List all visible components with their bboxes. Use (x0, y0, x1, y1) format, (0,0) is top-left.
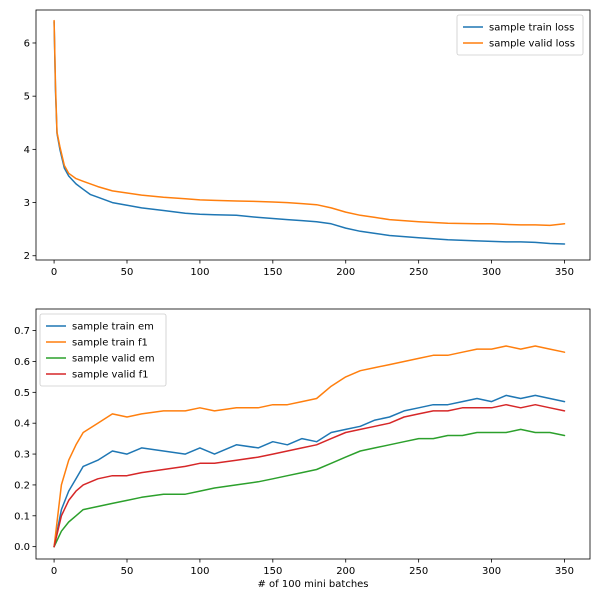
x-tick-label: 50 (121, 267, 134, 278)
y-tick-label: 0.5 (14, 388, 30, 399)
bottom-axes: 0 50 100 150 200 250 300 350 0.0 0.1 0.2 0.3 0.4 0.5 0… (14, 308, 591, 590)
legend-label-sample-valid-loss: sample valid loss (489, 39, 575, 50)
y-tick-label: 5 (24, 92, 30, 103)
x-tick-label: 350 (555, 566, 574, 577)
y-tick-label: 0.4 (14, 419, 30, 430)
series-line-sample-valid-em (53, 428, 566, 548)
y-tick-label: 0.7 (14, 326, 30, 337)
y-tick-label: 0.3 (14, 450, 30, 461)
series-line-sample-train-loss (53, 20, 566, 245)
x-tick-label: 150 (263, 566, 282, 577)
axes-frame (35, 308, 591, 560)
x-tick-label: 0 (51, 267, 57, 278)
x-tick-label: 150 (263, 267, 282, 278)
legend-label-sample-train-em: sample train em (72, 322, 154, 333)
x-tick-label: 50 (121, 566, 134, 577)
x-tick-label: 200 (336, 267, 355, 278)
series-line-sample-train-f1 (53, 345, 566, 548)
legend: sample train em sample train f1 sample val… (39, 313, 167, 387)
series-line-sample-train-em (53, 394, 566, 548)
x-tick-label: 300 (482, 566, 501, 577)
y-tick-label: 3 (24, 198, 30, 209)
top-axes: 0 50 100 150 200 250 300 350 2 3 4 5 6 sample train l… (24, 9, 591, 278)
x-tick-label: 250 (409, 566, 428, 577)
y-tick-label: 0.1 (14, 511, 30, 522)
x-tick-label: 300 (482, 267, 501, 278)
series-line-sample-valid-loss (53, 19, 566, 227)
legend-box (456, 14, 584, 56)
y-tick-label: 0.6 (14, 357, 30, 368)
legend-label-sample-valid-em: sample valid em (72, 354, 155, 365)
x-axis-label: # of 100 mini batches (257, 579, 368, 590)
x-tick-label: 0 (51, 566, 57, 577)
x-tick-label: 200 (336, 566, 355, 577)
legend: sample train loss sample valid loss (456, 14, 584, 56)
y-tick-label: 6 (24, 38, 30, 49)
y-tick-label: 4 (24, 145, 30, 156)
x-tick-label: 250 (409, 267, 428, 278)
x-tick-label: 100 (190, 267, 209, 278)
series-line-sample-valid-f1 (53, 403, 566, 548)
x-tick-label: 350 (555, 267, 574, 278)
axes-frame (35, 9, 591, 261)
y-tick-label: 0.2 (14, 480, 30, 491)
y-tick-label: 0.0 (14, 542, 30, 553)
legend-label-sample-train-loss: sample train loss (489, 23, 574, 34)
legend-label-sample-valid-f1: sample valid f1 (72, 370, 149, 381)
legend-label-sample-train-f1: sample train f1 (72, 338, 148, 349)
x-tick-label: 100 (190, 566, 209, 577)
legend-box (39, 313, 167, 387)
y-tick-label: 2 (24, 251, 30, 262)
